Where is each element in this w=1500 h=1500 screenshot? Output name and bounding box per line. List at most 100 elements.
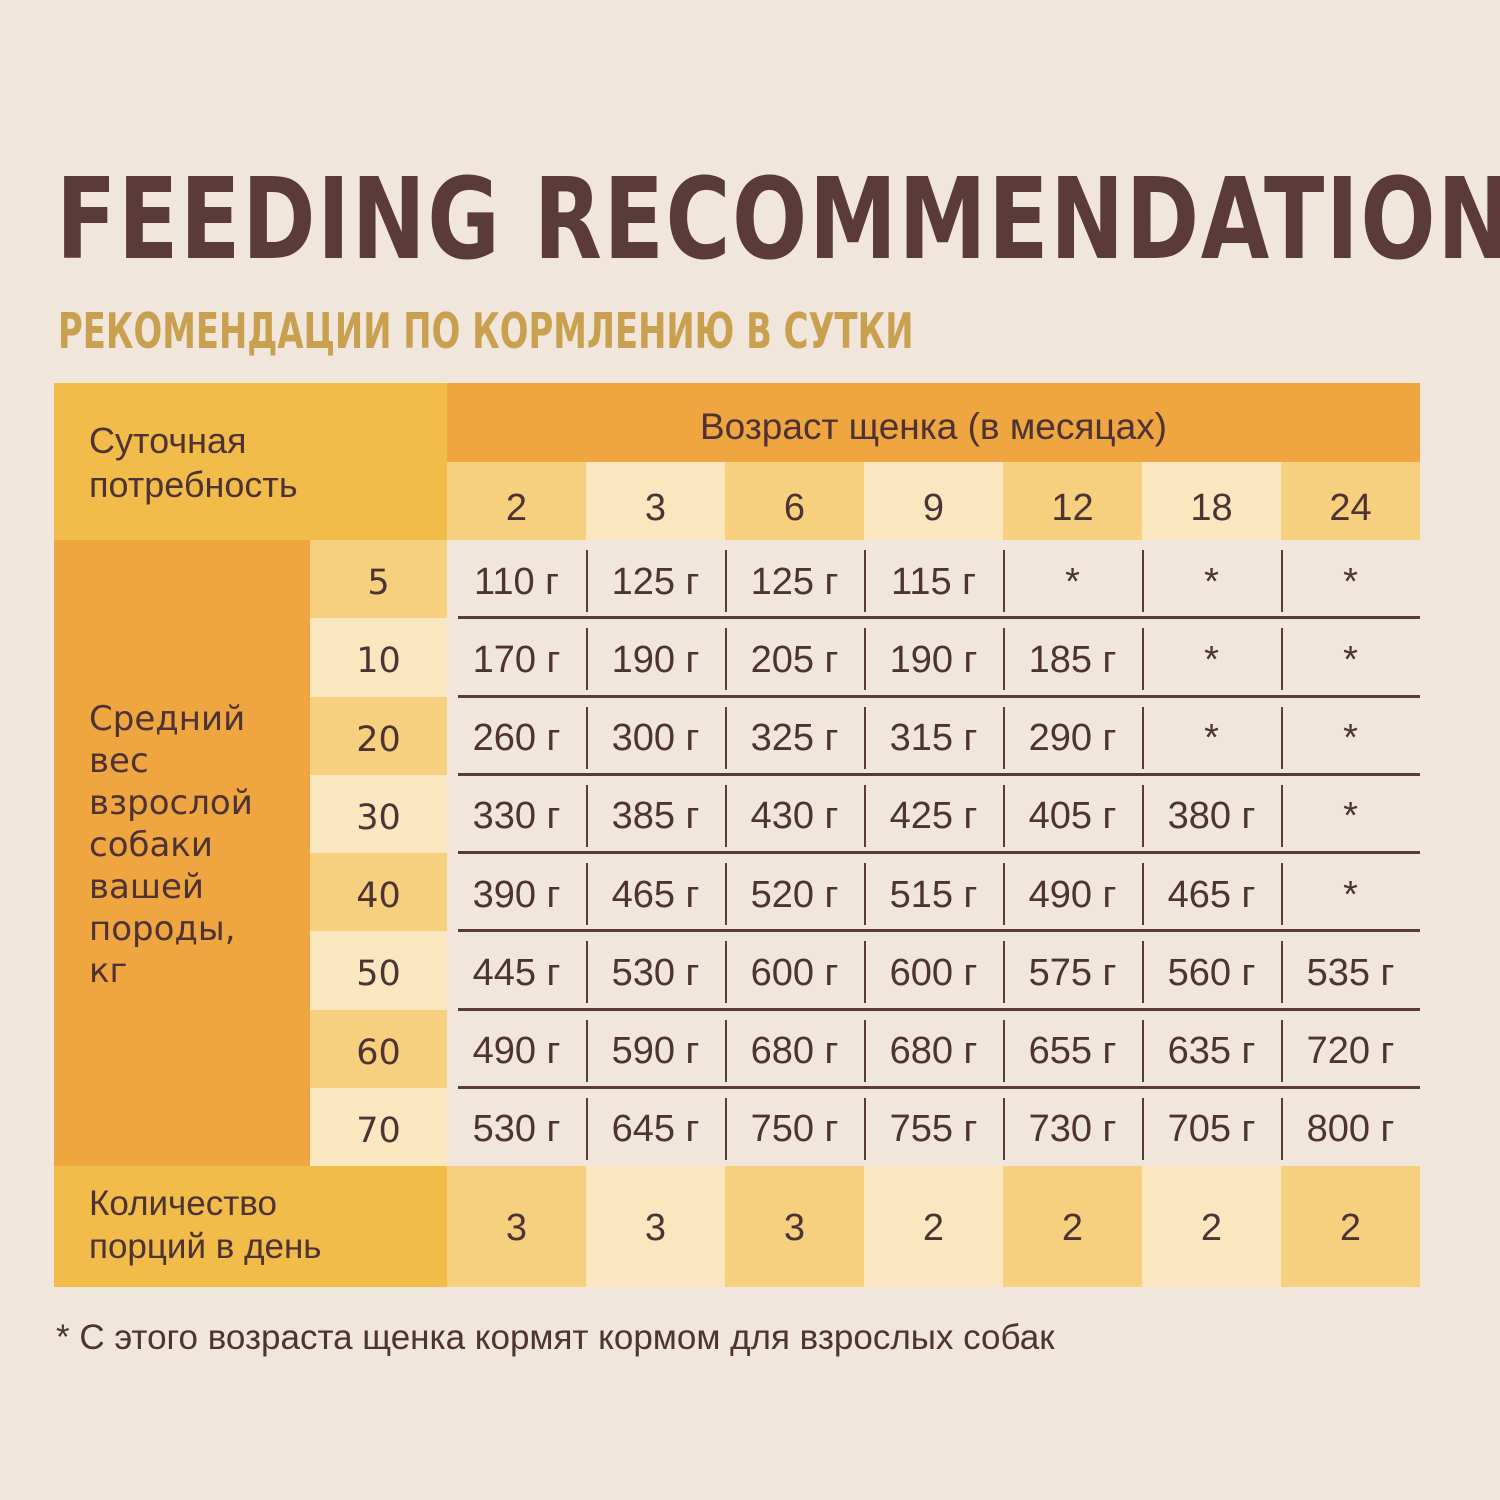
column-divider	[864, 784, 866, 847]
weight-label-line: взрослой	[89, 783, 253, 823]
table-row: 390 г 465 г 520 г 515 г 490 г 465 г *	[447, 853, 1420, 933]
table-cell: 600 г	[750, 951, 839, 994]
column-divider	[864, 1019, 866, 1082]
age-column-header: 2	[447, 462, 586, 540]
column-divider	[586, 706, 588, 769]
portions-cell: 3	[447, 1166, 586, 1287]
column-divider	[1003, 628, 1005, 691]
age-column-header: 6	[725, 462, 864, 540]
table-cell: 490 г	[1028, 873, 1117, 916]
table-cell: 190 г	[611, 638, 700, 681]
column-divider	[725, 550, 727, 612]
table-cell: 730 г	[1028, 1108, 1117, 1151]
column-divider	[1281, 1019, 1283, 1082]
age-column-header: 24	[1281, 462, 1420, 540]
puppy-age-header: Возраст щенка (в месяцах)	[447, 383, 1420, 462]
table-body: 110 г 125 г 125 г 115 г * * * 170 г 190 …	[447, 540, 1420, 1166]
column-divider	[1142, 1097, 1144, 1160]
weight-row-header: 70	[310, 1087, 447, 1166]
portions-label-line2: порций в день	[89, 1227, 322, 1266]
row-divider	[458, 851, 1420, 854]
column-divider	[1003, 784, 1005, 847]
table-row: 330 г 385 г 430 г 425 г 405 г 380 г *	[447, 775, 1420, 854]
table-cell: 515 г	[889, 873, 978, 916]
table-cell: 705 г	[1167, 1108, 1256, 1151]
table-cell: 425 г	[889, 795, 978, 838]
table-cell: 170 г	[472, 638, 561, 681]
column-divider	[1142, 784, 1144, 847]
table-cell: *	[1065, 560, 1080, 603]
column-divider	[725, 784, 727, 847]
column-divider	[1003, 941, 1005, 1004]
table-cell: 330 г	[472, 795, 561, 838]
age-column-header: 3	[586, 462, 725, 540]
portions-cell: 2	[1142, 1166, 1281, 1287]
table-cell: 260 г	[472, 717, 561, 760]
column-divider	[1142, 628, 1144, 691]
table-cell: 205 г	[750, 638, 839, 681]
row-divider	[458, 616, 1420, 620]
column-divider	[586, 628, 588, 691]
table-cell: 635 г	[1167, 1030, 1256, 1073]
age-column-header: 12	[1003, 462, 1142, 540]
column-divider	[586, 1019, 588, 1082]
portions-per-day-label: Количество порций в день	[54, 1166, 447, 1287]
daily-requirement-header: Суточная потребность	[54, 383, 447, 540]
table-cell: 465 г	[611, 873, 700, 916]
column-divider	[1281, 628, 1283, 691]
weight-label-line: Средний	[89, 699, 246, 739]
table-cell: 315 г	[889, 717, 978, 760]
table-cell: *	[1343, 717, 1358, 760]
table-cell: 535 г	[1306, 951, 1395, 994]
column-divider	[586, 784, 588, 847]
age-column-header: 18	[1142, 462, 1281, 540]
table-cell: 750 г	[750, 1108, 839, 1151]
column-divider	[864, 941, 866, 1004]
weight-row-header: 40	[310, 853, 447, 932]
adult-weight-label: Средний вес взрослой собаки вашей породы…	[54, 540, 310, 1166]
column-divider	[864, 628, 866, 691]
column-divider	[725, 1097, 727, 1160]
weight-label-line: породы,	[89, 909, 236, 949]
weight-row-header: 10	[310, 618, 447, 697]
row-divider	[458, 694, 1420, 698]
column-divider	[1281, 1097, 1283, 1160]
table-cell: 520 г	[750, 873, 839, 916]
column-divider	[1003, 863, 1005, 925]
portions-cell: 3	[725, 1166, 864, 1287]
page-title: FEEDING RECOMMENDATIONS	[56, 155, 1500, 285]
table-cell: 490 г	[472, 1030, 561, 1073]
table-cell: 800 г	[1306, 1108, 1395, 1151]
column-divider	[1142, 706, 1144, 769]
column-divider	[864, 550, 866, 612]
row-divider	[458, 1085, 1420, 1089]
table-cell: 190 г	[889, 638, 978, 681]
column-divider	[1142, 1019, 1144, 1082]
column-divider	[1003, 1019, 1005, 1082]
column-divider	[1142, 863, 1144, 925]
weight-row-header: 20	[310, 696, 447, 775]
column-divider	[1142, 550, 1144, 612]
portions-cell: 2	[1003, 1166, 1142, 1287]
table-cell: 110 г	[474, 560, 559, 603]
column-divider	[586, 941, 588, 1004]
portions-label-line1: Количество	[89, 1184, 277, 1223]
corner-label-line1: Суточная	[89, 420, 247, 461]
column-divider	[1281, 863, 1283, 925]
age-column-header: 9	[864, 462, 1003, 540]
row-divider	[458, 772, 1420, 776]
table-cell: 385 г	[611, 795, 700, 838]
weight-label-line: вашей	[89, 867, 204, 907]
column-divider	[725, 628, 727, 691]
table-row: 170 г 190 г 205 г 190 г 185 г * *	[447, 618, 1420, 698]
table-cell: 125 г	[611, 560, 700, 603]
table-cell: 655 г	[1028, 1030, 1117, 1073]
table-cell: 720 г	[1306, 1030, 1395, 1073]
table-cell: *	[1204, 717, 1219, 760]
weight-label-line: собаки	[89, 825, 213, 865]
column-divider	[725, 706, 727, 769]
column-divider	[586, 1097, 588, 1160]
corner-label-line2: потребность	[89, 464, 298, 505]
footnote: * С этого возраста щенка кормят кормом д…	[56, 1318, 1055, 1357]
column-divider	[725, 1019, 727, 1082]
